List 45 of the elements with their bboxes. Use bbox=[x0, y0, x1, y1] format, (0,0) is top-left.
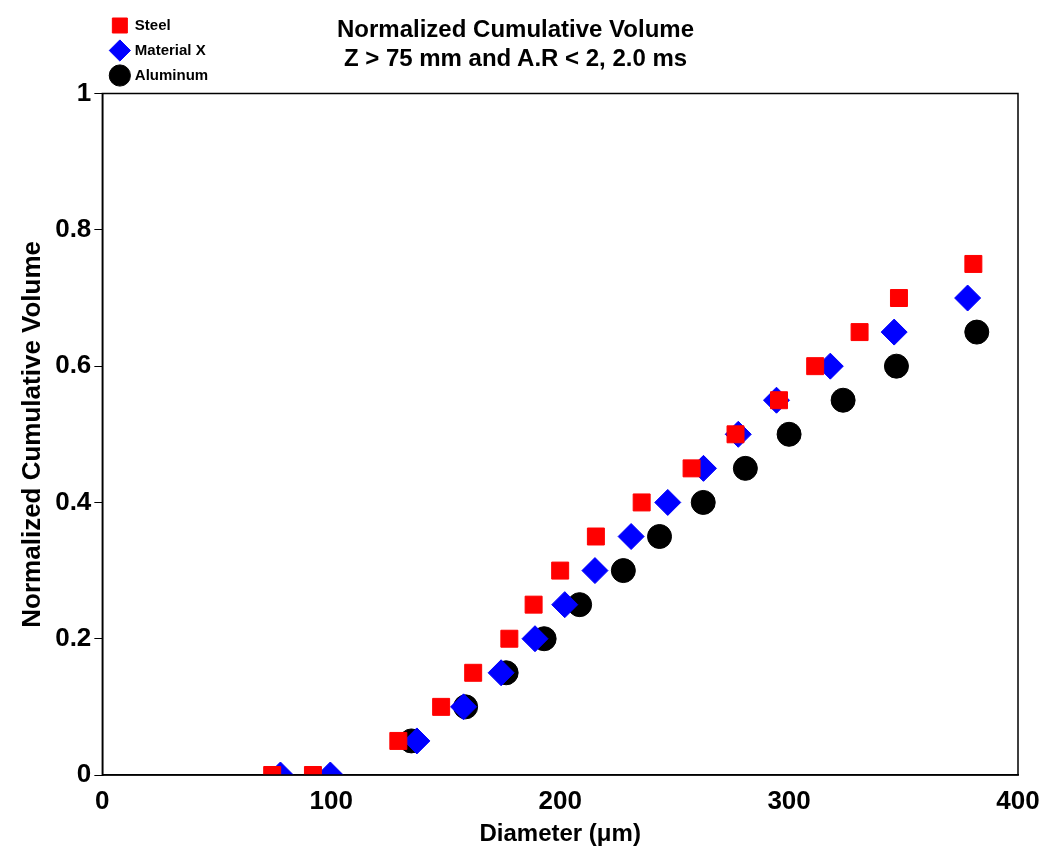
x-tick-label: 300 bbox=[767, 784, 811, 815]
point bbox=[964, 319, 990, 345]
point bbox=[889, 289, 908, 308]
point bbox=[464, 663, 483, 682]
point bbox=[551, 561, 570, 580]
y-tick-label: 0.2 bbox=[55, 621, 92, 652]
y-tick-label: 1 bbox=[76, 76, 92, 107]
y-tick-label: 0.6 bbox=[55, 349, 92, 380]
x-tick-label: 100 bbox=[309, 784, 353, 815]
point bbox=[850, 323, 869, 342]
y-axis-title: Normalized Cumulative Volume bbox=[15, 240, 46, 628]
point bbox=[389, 731, 408, 750]
point bbox=[586, 527, 605, 546]
point bbox=[551, 591, 579, 619]
legend-label: Steel bbox=[134, 15, 171, 33]
point bbox=[610, 558, 636, 584]
point bbox=[632, 493, 651, 512]
point bbox=[487, 659, 515, 687]
point bbox=[521, 625, 549, 653]
point bbox=[500, 629, 519, 648]
point bbox=[682, 459, 701, 478]
y-tick-label: 0.4 bbox=[55, 485, 92, 516]
x-axis-title: Diameter (μm) bbox=[479, 819, 641, 847]
point bbox=[654, 488, 682, 516]
point bbox=[524, 595, 543, 614]
point bbox=[964, 254, 983, 273]
y-tick-label: 0 bbox=[76, 758, 92, 789]
x-tick-label: 400 bbox=[996, 784, 1040, 815]
point bbox=[880, 318, 908, 346]
point bbox=[732, 455, 758, 481]
legend-label: Aluminum bbox=[134, 65, 209, 83]
point bbox=[432, 697, 451, 716]
point bbox=[954, 284, 982, 312]
y-tick-label: 0.8 bbox=[55, 213, 92, 244]
legend-label: Material X bbox=[134, 40, 206, 58]
point bbox=[690, 489, 716, 515]
point bbox=[883, 353, 909, 379]
point bbox=[617, 523, 645, 551]
point bbox=[647, 524, 673, 550]
x-tick-label: 200 bbox=[538, 784, 582, 815]
chart-title: Normalized Cumulative Volume Z > 75 mm and A.R < 2, 2.0 ms bbox=[337, 15, 694, 71]
point bbox=[806, 357, 825, 376]
point bbox=[830, 387, 856, 413]
point bbox=[581, 557, 609, 585]
point bbox=[776, 421, 802, 447]
